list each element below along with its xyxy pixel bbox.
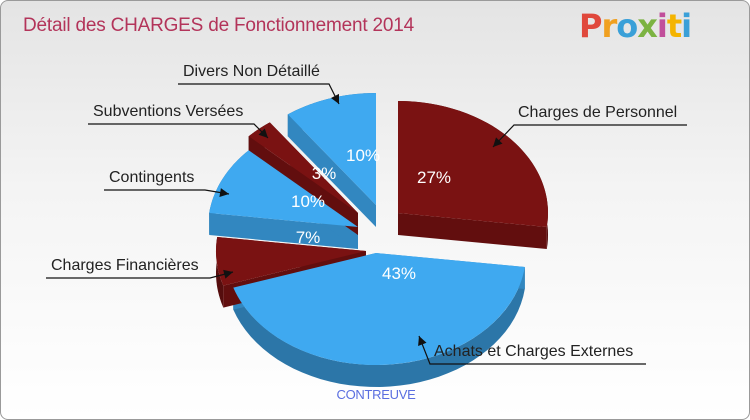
- pie-leader-arrow: [331, 93, 339, 104]
- pie-percent-label: 27%: [417, 168, 451, 187]
- pie-percent-label: 10%: [346, 146, 380, 165]
- pie-slice-edge: [287, 114, 376, 227]
- pie-slice-name: Contingents: [109, 169, 194, 186]
- city-name: CONTREUVE: [336, 387, 416, 402]
- pie-slice-side: [216, 237, 224, 308]
- logo-letter: o: [616, 7, 638, 45]
- pie-leader-line: [88, 123, 269, 139]
- pie-slice-name: Charges Financières: [51, 257, 199, 274]
- logo-letter: r: [601, 7, 617, 45]
- logo-letter: x: [637, 7, 658, 45]
- pie-slice-side: [233, 267, 525, 387]
- pie-leader-arrow: [493, 137, 503, 147]
- pie-slice-names: Charges de Personnel Achats et Charges Ex…: [51, 63, 677, 360]
- pie-slice: [233, 253, 525, 366]
- pie-leader-arrow: [258, 128, 268, 138]
- chart-title: Détail des CHARGES de Fonctionnement 201…: [23, 15, 415, 36]
- pie-leader-line: [418, 335, 646, 365]
- pie-leader-line: [492, 124, 687, 148]
- proxiti-logo: Proxiti: [579, 7, 692, 45]
- pie-slice: [209, 150, 358, 227]
- pie-percent-label: 3%: [312, 164, 337, 183]
- pie-slice-name: Achats et Charges Externes: [434, 343, 633, 360]
- pie-slice-name: Divers Non Détaillé: [183, 63, 320, 80]
- pie-slice-name: Charges de Personnel: [518, 104, 677, 121]
- pie-percent-label: 7%: [296, 228, 321, 247]
- pie-leader-arrow: [223, 269, 233, 279]
- pie-leader-lines: [46, 83, 687, 365]
- pie-percent-label: 10%: [291, 192, 325, 211]
- pie-slice: [398, 101, 548, 227]
- pie-percent-labels: 27% 43% 7% 10% 3% 10%: [291, 146, 451, 283]
- logo-letter: i: [681, 7, 692, 45]
- pie-leader-arrow: [219, 188, 229, 197]
- pie-percent-label: 43%: [382, 264, 416, 283]
- pie-slice-edge: [209, 213, 358, 249]
- pie-tops: [209, 93, 548, 366]
- logo-letter: P: [579, 7, 602, 45]
- pie-slice: [216, 237, 366, 286]
- logo-letter: t: [666, 7, 682, 45]
- logo-letter: i: [656, 7, 668, 45]
- pie-slice-name: Subventions Versées: [93, 103, 243, 120]
- pie-leader-line: [104, 189, 230, 195]
- pie-leader-line: [178, 83, 340, 105]
- pie-slice-edge: [398, 213, 547, 249]
- pie-slice: [248, 122, 358, 213]
- pie-slice: [287, 93, 376, 205]
- pie-leader-arrow: [418, 336, 427, 346]
